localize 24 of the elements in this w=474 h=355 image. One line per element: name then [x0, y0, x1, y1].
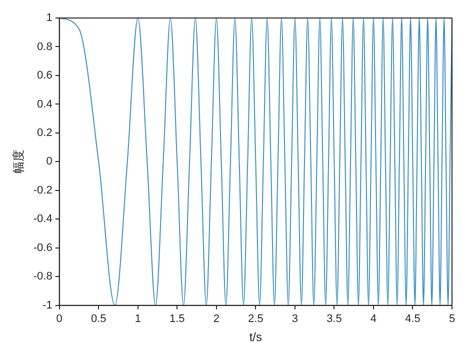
x-tick-label: 1: [134, 313, 141, 326]
y-tick-label: 0.6: [37, 70, 52, 82]
y-tick-label: 0: [46, 156, 52, 168]
y-tick-label: -0.2: [33, 184, 52, 196]
y-tick-label: 1: [46, 12, 52, 24]
x-tick-label: 2.5: [248, 313, 264, 326]
x-tick-label: 4: [370, 313, 377, 326]
y-tick-label: 0.8: [37, 40, 52, 53]
y-tick-label: -0.4: [33, 213, 52, 226]
x-tick-label: 4.5: [405, 313, 420, 326]
y-tick-label: -0.6: [33, 242, 52, 254]
y-tick-label: 0.4: [37, 98, 52, 110]
x-tick-label: 3: [292, 313, 298, 326]
y-tick-label: 0.2: [37, 126, 52, 139]
x-tick-label: 2: [213, 313, 220, 326]
y-axis-title: 幅度: [11, 150, 26, 174]
x-tick-label: 0.5: [90, 313, 106, 326]
x-tick-label: 5: [448, 313, 456, 326]
x-axis-title: t/s: [249, 330, 262, 344]
y-tick-label: -1: [42, 299, 52, 312]
y-tick-label: -0.8: [33, 270, 52, 283]
x-tick-label: 1.5: [170, 313, 185, 326]
x-tick-label: 3.5: [326, 313, 342, 326]
x-tick-label: 0: [56, 313, 62, 326]
